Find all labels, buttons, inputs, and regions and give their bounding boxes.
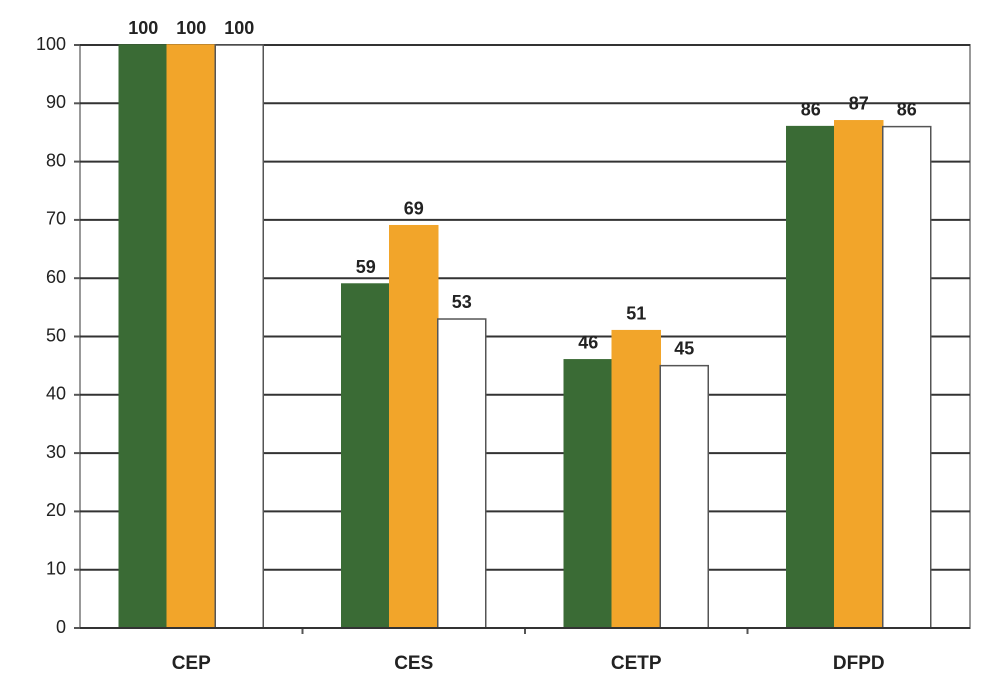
y-tick-label: 40 xyxy=(46,384,66,404)
x-tick-label: CES xyxy=(394,653,433,674)
value-label: 86 xyxy=(801,99,821,119)
value-label: 100 xyxy=(128,18,158,38)
y-tick-label: 100 xyxy=(36,34,66,54)
bar xyxy=(659,364,709,629)
y-tick-label: 0 xyxy=(56,617,66,637)
bar xyxy=(166,44,216,629)
value-label: 87 xyxy=(849,94,869,114)
y-tick-label: 90 xyxy=(46,92,66,112)
bar xyxy=(214,44,264,629)
bar xyxy=(611,329,661,629)
value-label: 100 xyxy=(224,18,254,38)
y-tick-label: 20 xyxy=(46,500,66,520)
value-label: 69 xyxy=(404,198,424,218)
y-tick-label: 30 xyxy=(46,442,66,462)
bar xyxy=(882,125,932,629)
bar xyxy=(834,120,884,629)
y-tick-label: 60 xyxy=(46,267,66,287)
value-label: 100 xyxy=(176,18,206,38)
value-label: 53 xyxy=(452,292,472,312)
bar xyxy=(437,318,487,629)
x-tick-label: CEP xyxy=(172,653,211,674)
bar xyxy=(341,283,391,629)
value-label: 45 xyxy=(674,338,694,358)
value-label: 59 xyxy=(356,257,376,277)
value-label: 46 xyxy=(578,333,598,353)
x-tick-label: CETP xyxy=(611,653,662,674)
y-tick-label: 10 xyxy=(46,558,66,578)
bar xyxy=(786,125,836,629)
bar xyxy=(389,224,439,629)
y-tick-label: 70 xyxy=(46,209,66,229)
bar xyxy=(563,359,613,629)
x-tick-label: DFPD xyxy=(833,653,885,674)
value-label: 86 xyxy=(897,99,917,119)
y-tick-label: 50 xyxy=(46,325,66,345)
y-tick-label: 80 xyxy=(46,150,66,170)
value-label: 51 xyxy=(626,303,646,323)
bar xyxy=(118,44,168,629)
